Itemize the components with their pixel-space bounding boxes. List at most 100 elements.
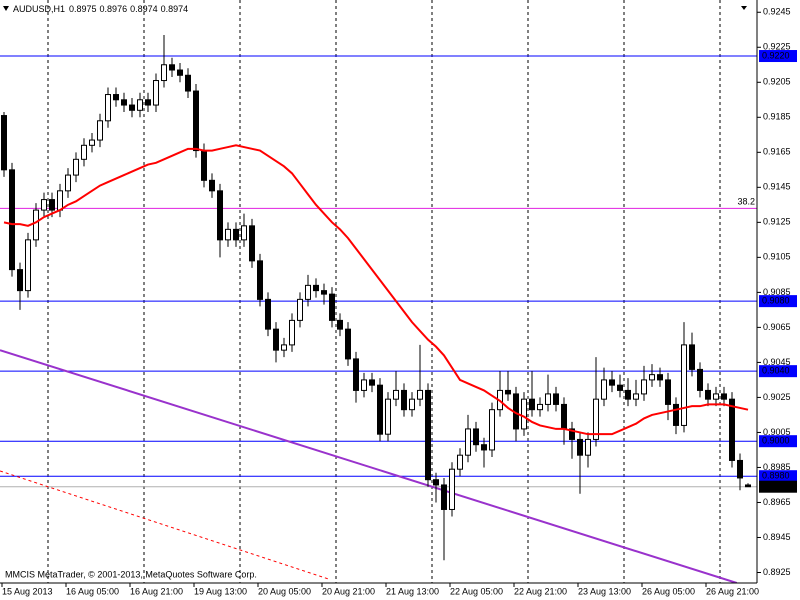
candle-body: [529, 398, 535, 411]
menu-arrow[interactable]: [3, 6, 9, 11]
candle-body: [521, 398, 527, 430]
candle-body: [473, 428, 479, 446]
candle-body: [313, 284, 319, 292]
level-label-box: [759, 50, 797, 63]
y-tick-label: 0.9205: [763, 77, 791, 87]
candle-body: [97, 120, 103, 141]
candle-body: [433, 479, 439, 486]
period-separators: [47, 0, 721, 583]
candle-body: [561, 403, 567, 430]
candle-body: [553, 393, 559, 405]
candle-body: [145, 99, 151, 106]
y-tick-label: 0.8965: [763, 497, 791, 507]
x-tick-label: 23 Aug 13:00: [578, 586, 631, 596]
y-tick-label: 0.9165: [763, 147, 791, 157]
candle-body: [585, 438, 591, 456]
candle-body: [41, 199, 47, 211]
candle-body: [489, 409, 495, 451]
candle-body: [305, 284, 311, 300]
candle-body: [81, 144, 87, 160]
candle-body: [153, 80, 159, 106]
candle-body: [161, 64, 167, 82]
level-label: 0.9000: [762, 436, 790, 446]
candle-body: [649, 374, 655, 381]
level-label: 38.2: [737, 197, 755, 207]
candle-body: [601, 379, 607, 400]
level-label-box: [759, 295, 797, 308]
y-tick-label: 0.9085: [763, 287, 791, 297]
candle-body: [593, 398, 599, 440]
candle-body: [457, 454, 463, 470]
candle-body: [401, 389, 407, 411]
x-tick-label: 22 Aug 05:00: [450, 586, 503, 596]
chart-header: AUDUSD,H1 0.8975 0.8976 0.8974 0.8974: [13, 4, 188, 14]
candle-body: [225, 228, 231, 241]
candle-body: [345, 328, 351, 360]
level-label-box: [759, 435, 797, 448]
candle-body: [265, 298, 271, 330]
level-label: 0.9040: [762, 366, 790, 376]
y-tick-label: 0.9065: [763, 322, 791, 332]
candle-body: [385, 398, 391, 435]
close: 0.8974: [161, 4, 189, 14]
x-tick-label: 26 Aug 21:00: [706, 586, 759, 596]
x-tick-label: 26 Aug 05:00: [642, 586, 695, 596]
candle-body: [113, 94, 119, 101]
candle-body: [73, 158, 79, 176]
candle-body: [369, 379, 375, 386]
candle-body: [409, 398, 415, 411]
candle-body: [321, 290, 327, 295]
trend-line: [0, 349, 738, 583]
level-label: 0.8980: [762, 471, 790, 481]
candle-body: [201, 150, 207, 181]
x-tick-label: 21 Aug 13:00: [386, 586, 439, 596]
y-tick-label: 0.8985: [763, 462, 791, 472]
x-tick-label: 16 Aug 21:00: [130, 586, 183, 596]
price-axis: 0.9245 0.9225 0.9205 0.9185 0.9165 0.9145 0.91…: [757, 7, 797, 577]
scroll-arrow[interactable]: [741, 6, 747, 10]
candle-body: [689, 344, 695, 370]
candle-body: [193, 90, 199, 152]
candle-body: [441, 484, 447, 510]
candle-body: [129, 104, 135, 111]
y-tick-label: 0.9125: [763, 217, 791, 227]
high: 0.8976: [100, 4, 128, 14]
candle-body: [417, 389, 423, 400]
candle-body: [185, 74, 191, 92]
candle-body: [481, 444, 487, 451]
y-tick-label: 0.9005: [763, 427, 791, 437]
candle-body: [377, 384, 383, 435]
candle-body: [609, 379, 615, 386]
candle-body: [721, 393, 727, 400]
y-tick-label: 0.8925: [763, 567, 791, 577]
current-price-label: 0.8974: [762, 481, 790, 491]
y-tick-label: 0.9245: [763, 7, 791, 17]
trend-line: [0, 470, 331, 580]
candle-body: [177, 69, 183, 76]
y-tick-label: 0.9045: [763, 357, 791, 367]
candle-body: [329, 293, 335, 321]
candle-body: [9, 169, 15, 271]
candle-body: [569, 428, 575, 440]
candle-body: [25, 239, 31, 292]
candle-body: [217, 190, 223, 241]
y-tick-label: 0.8945: [763, 532, 791, 542]
candle-body: [393, 389, 399, 400]
candle-body: [449, 468, 455, 510]
candle-body: [1, 115, 7, 171]
y-tick-label: 0.9185: [763, 112, 791, 122]
candle-body: [737, 459, 743, 479]
level-label: 0.9080: [762, 296, 790, 306]
candle-body: [209, 179, 215, 192]
candle-body: [121, 99, 127, 106]
low: 0.8974: [130, 4, 158, 14]
candle-body: [505, 389, 511, 395]
candle-body: [673, 403, 679, 426]
x-tick-label: 15 Aug 2013: [2, 586, 53, 596]
candle-body: [241, 225, 247, 241]
candle-body: [89, 139, 95, 146]
candle-body: [297, 298, 303, 321]
candle-body: [361, 379, 367, 391]
x-tick-label: 16 Aug 05:00: [66, 586, 119, 596]
